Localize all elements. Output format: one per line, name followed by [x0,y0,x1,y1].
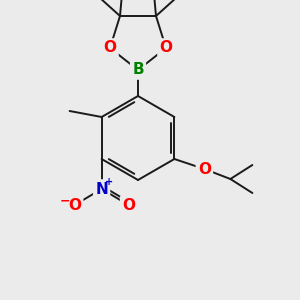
Text: O: O [103,40,116,56]
Text: N: N [95,182,108,196]
Text: B: B [132,62,144,77]
Text: +: + [105,177,113,187]
Text: O: O [160,40,172,56]
Text: O: O [122,197,135,212]
Text: O: O [68,197,81,212]
Text: O: O [198,161,211,176]
Text: −: − [59,194,70,208]
